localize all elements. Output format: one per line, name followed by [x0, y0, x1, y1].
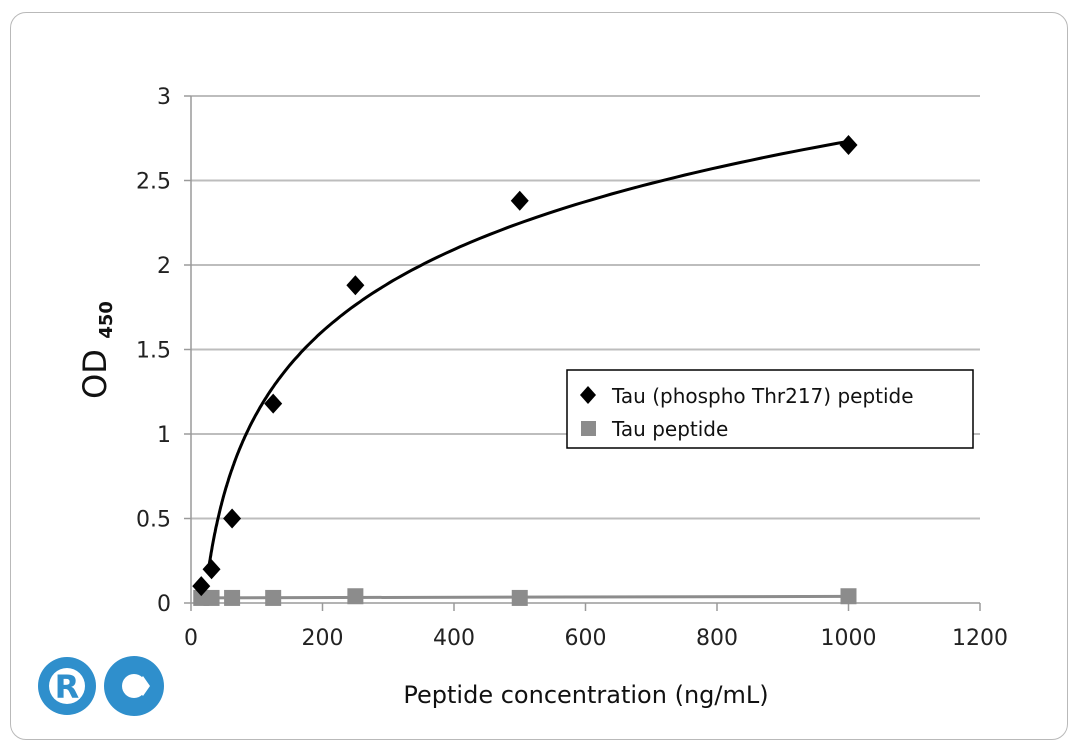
data-point-series-1 [264, 393, 283, 414]
data-point-series-2 [203, 589, 220, 606]
x-tick-label: 600 [565, 626, 607, 651]
legend-label-series-2: Tau peptide [611, 417, 728, 441]
x-tick-label: 1200 [952, 626, 1008, 651]
data-point-series-1 [346, 275, 365, 296]
x-tick-label: 400 [433, 626, 475, 651]
legend-marker-square [581, 421, 596, 436]
data-point-series-2 [840, 588, 857, 605]
logo-letter: R [55, 668, 80, 706]
y-axis-label-subscript: 450 [96, 301, 117, 339]
legend-marker-diamond [580, 386, 596, 404]
y-tick-label: 3 [157, 85, 171, 110]
y-tick-label: 1 [157, 423, 171, 448]
data-point-series-1 [510, 190, 529, 211]
data-point-series-2 [265, 589, 282, 606]
x-tick-label: 200 [302, 626, 344, 651]
y-tick-label: 0.5 [136, 508, 171, 533]
x-axis-label: Peptide concentration (ng/mL) [403, 681, 768, 709]
gridlines [191, 95, 980, 520]
x-tick-label: 800 [696, 626, 738, 651]
y-axis-label-main: OD [76, 349, 114, 399]
data-point-series-2 [224, 589, 241, 606]
data-point-series-1 [192, 576, 211, 597]
data-point-series-1 [839, 135, 858, 156]
data-point-series-2 [347, 588, 364, 605]
y-tick-label: 2 [157, 254, 171, 279]
tick-labels: 0 0.5 1 1.5 2 2.5 3 0 200 400 600 800 1000 1200 [136, 85, 1008, 651]
logo: R [38, 656, 164, 716]
data-point-series-1 [202, 559, 221, 580]
legend-label-series-1: Tau (phospho Thr217) peptide [611, 384, 914, 408]
x-tick-label: 0 [184, 626, 198, 651]
data-point-series-1 [223, 508, 242, 529]
data-points [192, 135, 858, 606]
y-tick-label: 0 [157, 592, 171, 617]
y-tick-label: 2.5 [136, 170, 171, 195]
legend: Tau (phospho Thr217) peptide Tau peptide [566, 369, 974, 449]
y-axis-label: OD 450 [76, 301, 117, 399]
data-point-series-2 [511, 589, 528, 606]
trendline-series-1 [207, 139, 849, 564]
y-tick-label: 1.5 [136, 339, 171, 364]
axes [184, 95, 981, 611]
x-tick-label: 1000 [821, 626, 877, 651]
